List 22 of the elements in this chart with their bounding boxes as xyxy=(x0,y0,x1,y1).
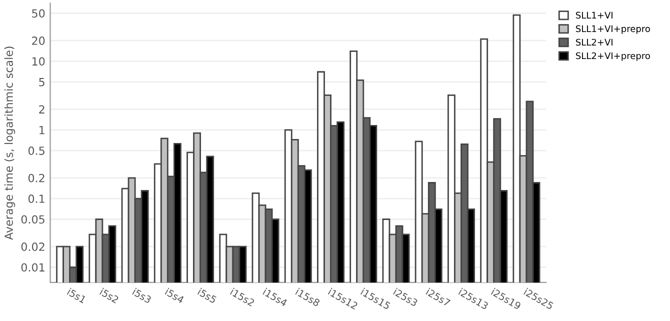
x-tick-label: i5s4 xyxy=(164,288,185,304)
y-tick-label: 0.2 xyxy=(28,174,44,182)
x-tick-label: i5s5 xyxy=(197,288,217,304)
x-tick-label: i5s1 xyxy=(66,288,86,304)
y-tick-label: 0.1 xyxy=(28,194,44,203)
legend-label: SLL1+VI xyxy=(576,12,612,19)
y-tick-label: 50 xyxy=(32,9,45,18)
y-tick-label: 0.5 xyxy=(28,146,44,155)
x-tick-label: i5s3 xyxy=(132,288,152,304)
y-tick-label: 5 xyxy=(39,78,44,86)
legend-label: SLL2+VI xyxy=(576,38,612,46)
y-tick-label: 0.02 xyxy=(21,242,44,251)
y-axis-title: Average time (s, logarithmic scale) xyxy=(4,46,16,240)
y-tick-label: 2 xyxy=(39,105,44,114)
y-tick-label: 0.05 xyxy=(21,215,44,224)
x-tick-label: i5s2 xyxy=(99,288,120,304)
legend-label: SLL1+VI+prepro xyxy=(576,25,650,34)
y-tick-label: 20 xyxy=(32,36,45,45)
y-tick-label: 1 xyxy=(40,126,44,134)
y-tick-label: 10 xyxy=(32,57,45,66)
y-tick-label: 0.01 xyxy=(21,263,44,272)
legend-label: SLL2+VI+prepro xyxy=(576,52,650,61)
